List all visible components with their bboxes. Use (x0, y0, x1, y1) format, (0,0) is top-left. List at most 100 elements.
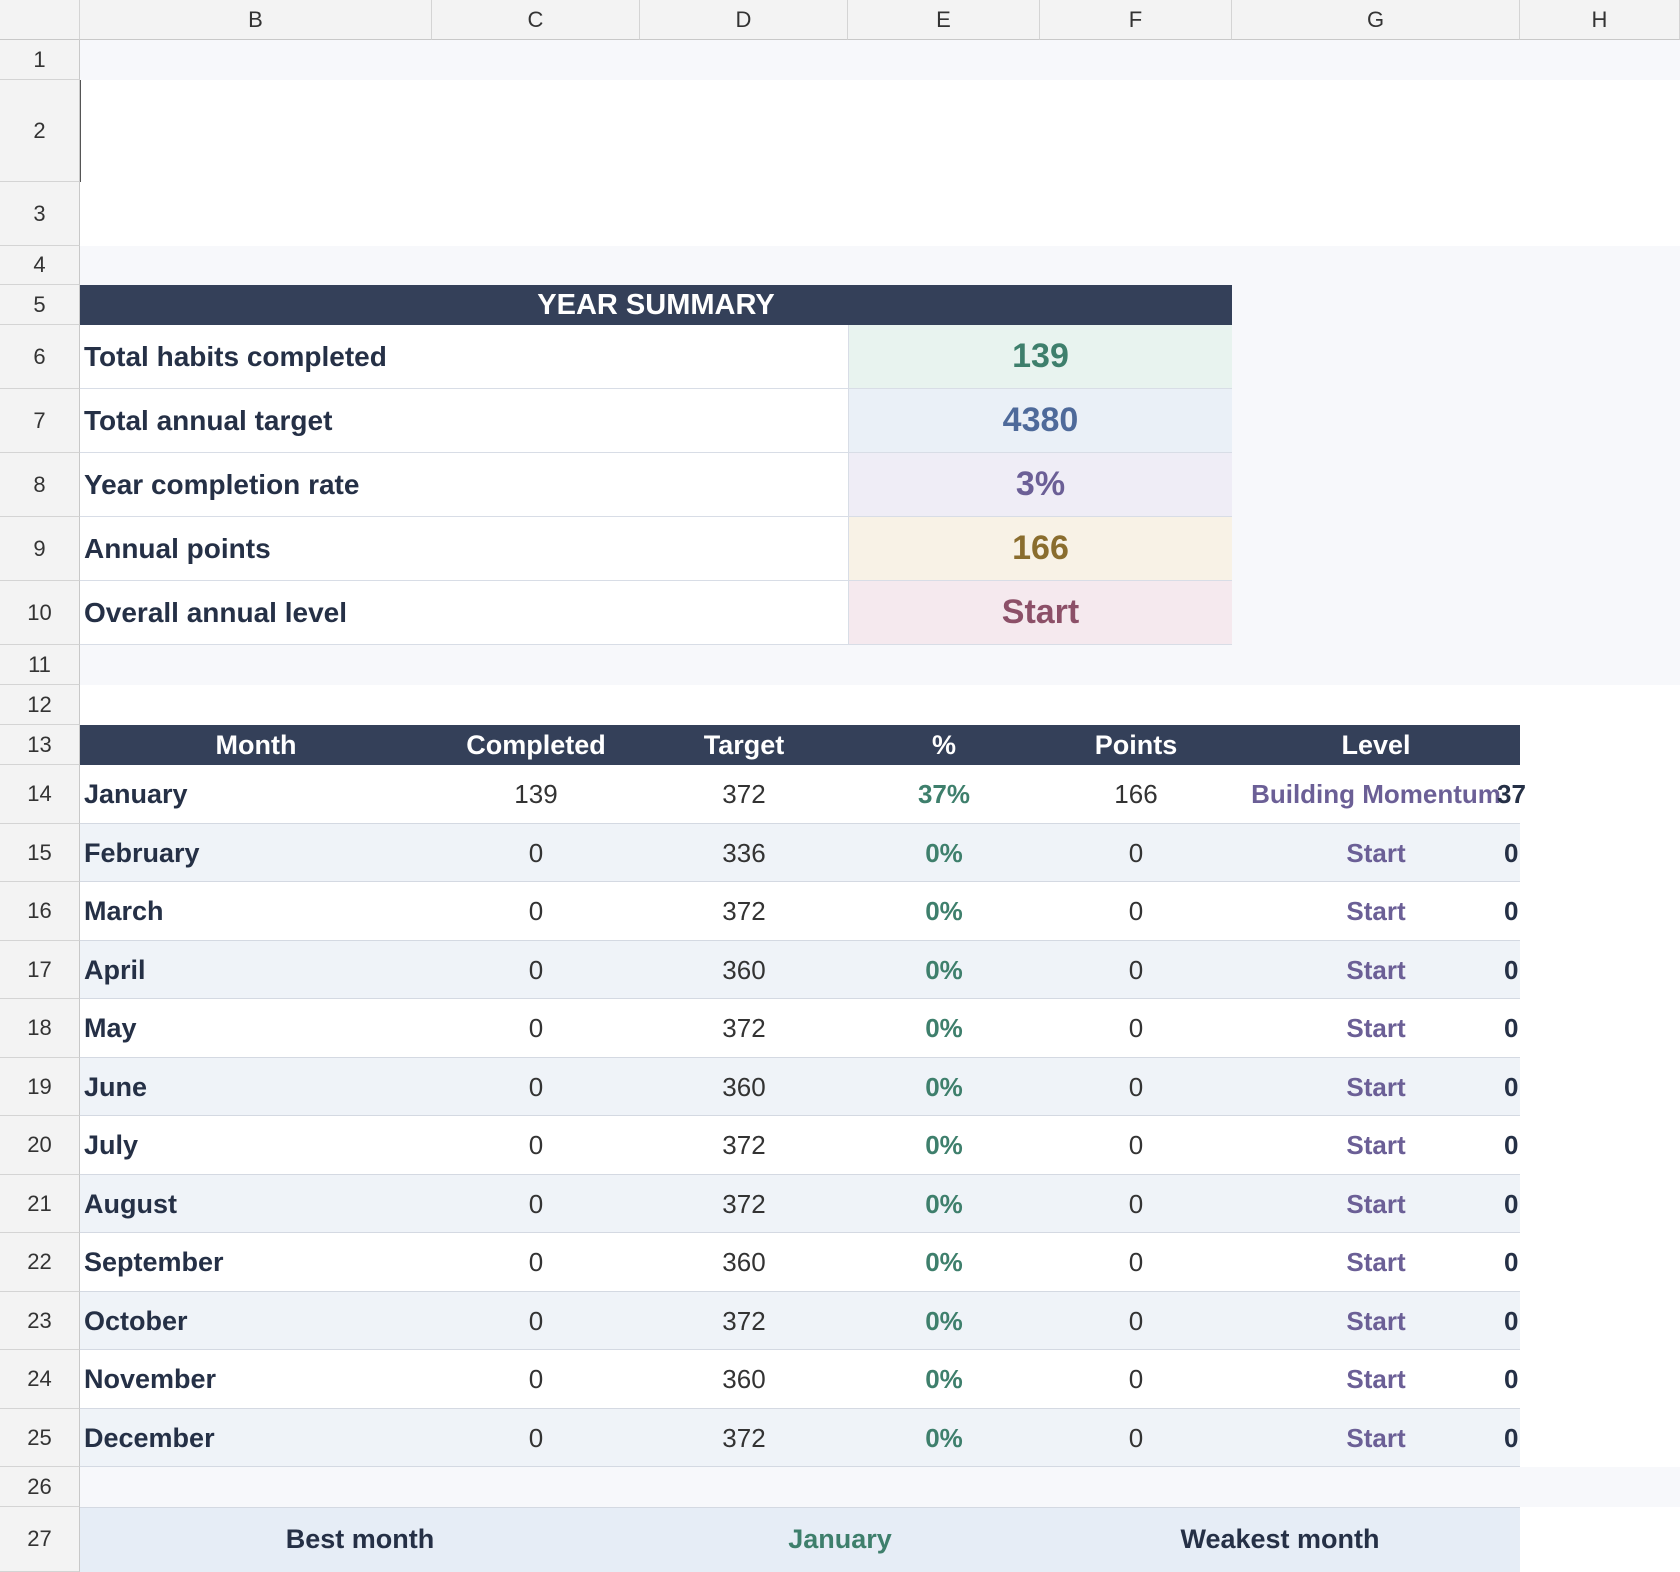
row-header-3[interactable]: 3 (0, 182, 80, 246)
cell-points[interactable]: 0 (1128, 1130, 1144, 1160)
column-header-g[interactable]: G (1232, 0, 1520, 40)
cell-points[interactable]: 0 (1128, 1422, 1144, 1453)
row-header-26[interactable]: 26 (0, 1467, 80, 1507)
header-percent[interactable]: % (931, 729, 956, 760)
cell-h[interactable]: 0 (1504, 837, 1519, 868)
corner-cell[interactable] (0, 0, 80, 40)
cell-h[interactable]: 37 (1497, 779, 1525, 809)
row-header-7[interactable]: 7 (0, 389, 80, 453)
cell-month[interactable]: September (84, 1247, 224, 1277)
row-header-22[interactable]: 22 (0, 1233, 80, 1292)
cell-h[interactable]: 0 (1504, 1130, 1519, 1160)
summary-value-annual-level[interactable]: Start (848, 581, 1232, 645)
cell-points[interactable]: 0 (1128, 954, 1144, 985)
cell-level[interactable]: Building Momentum (1251, 779, 1501, 809)
cell-percent[interactable]: 0% (925, 1247, 963, 1277)
row-header-14[interactable]: 14 (0, 765, 80, 824)
cell-target[interactable]: 360 (722, 1071, 766, 1102)
cell-points[interactable]: 0 (1128, 837, 1144, 868)
header-points[interactable]: Points (1094, 729, 1178, 760)
cell-target[interactable]: 372 (722, 1188, 766, 1219)
cell-completed[interactable]: 0 (528, 1071, 544, 1102)
row-header-15[interactable]: 15 (0, 824, 80, 882)
cell-percent[interactable]: 0% (925, 1130, 963, 1160)
cell-percent[interactable]: 37% (917, 779, 971, 809)
cell-h[interactable]: 0 (1504, 1013, 1519, 1043)
cell-h[interactable]: 0 (1504, 1364, 1519, 1394)
cell-target[interactable]: 360 (722, 954, 766, 985)
column-header-c[interactable]: C (432, 0, 640, 40)
row-header-13[interactable]: 13 (0, 725, 80, 765)
row-header-8[interactable]: 8 (0, 453, 80, 517)
cell-completed[interactable]: 0 (528, 1247, 544, 1277)
row-header-23[interactable]: 23 (0, 1292, 80, 1350)
cell-completed[interactable]: 0 (528, 1364, 544, 1394)
cell-level[interactable]: Start (1346, 1188, 1406, 1219)
cell-target[interactable]: 360 (722, 1364, 766, 1394)
row-header-4[interactable]: 4 (0, 246, 80, 285)
cell-month[interactable]: May (84, 1013, 137, 1043)
row-header-6[interactable]: 6 (0, 325, 80, 389)
cell-percent[interactable]: 0% (925, 954, 963, 985)
cell-month[interactable]: April (84, 954, 146, 985)
column-header-d[interactable]: D (640, 0, 848, 40)
cell-month[interactable]: March (84, 896, 164, 926)
summary-value-total-habits[interactable]: 139 (848, 325, 1232, 389)
summary-label-total-habits[interactable]: Total habits completed (80, 325, 848, 389)
header-completed[interactable]: Completed (466, 729, 606, 760)
cell-h[interactable]: 0 (1504, 1305, 1519, 1336)
cell-month[interactable]: November (84, 1364, 217, 1394)
cell-points[interactable]: 0 (1128, 1247, 1144, 1277)
cell-month[interactable]: October (84, 1305, 188, 1336)
cell-h[interactable]: 0 (1504, 1188, 1519, 1219)
row-header-17[interactable]: 17 (0, 941, 80, 999)
cell-percent[interactable]: 0% (925, 1188, 963, 1219)
cell-level[interactable]: Start (1346, 1013, 1406, 1043)
cell-month[interactable]: June (84, 1071, 148, 1102)
cell-completed[interactable]: 0 (528, 1130, 544, 1160)
cell-points[interactable]: 0 (1128, 1364, 1144, 1394)
cell-completed[interactable]: 0 (528, 1305, 544, 1336)
cell-points[interactable]: 166 (1114, 779, 1158, 809)
row-header-16[interactable]: 16 (0, 882, 80, 941)
cell-completed[interactable]: 0 (528, 837, 544, 868)
cell-completed[interactable]: 0 (528, 896, 544, 926)
summary-value-completion-rate[interactable]: 3% (848, 453, 1232, 517)
best-month-label[interactable]: Best month (285, 1524, 435, 1554)
row-header-27[interactable]: 27 (0, 1507, 80, 1572)
summary-value-annual-target[interactable]: 4380 (848, 389, 1232, 453)
cell-target[interactable]: 372 (722, 779, 766, 809)
row-header-24[interactable]: 24 (0, 1350, 80, 1409)
cell-percent[interactable]: 0% (925, 1422, 963, 1453)
cell-month[interactable]: December (84, 1422, 215, 1453)
row-header-19[interactable]: 19 (0, 1058, 80, 1116)
cell-target[interactable]: 372 (722, 1422, 766, 1453)
summary-label-annual-target[interactable]: Total annual target (80, 389, 848, 453)
cell-month[interactable]: January (84, 779, 188, 809)
column-header-f[interactable]: F (1040, 0, 1232, 40)
cell-level[interactable]: Start (1346, 837, 1406, 868)
summary-value-annual-points[interactable]: 166 (848, 517, 1232, 581)
cell-level[interactable]: Start (1346, 1422, 1406, 1453)
cell-points[interactable]: 0 (1128, 896, 1144, 926)
cell-h[interactable]: 0 (1504, 1422, 1519, 1453)
cell-percent[interactable]: 0% (925, 837, 963, 868)
cell-percent[interactable]: 0% (925, 1071, 963, 1102)
cell-percent[interactable]: 0% (925, 1364, 963, 1394)
cell-completed[interactable]: 0 (528, 1422, 544, 1453)
cell-target[interactable]: 372 (722, 896, 766, 926)
cell-target[interactable]: 336 (722, 837, 766, 868)
column-header-e[interactable]: E (848, 0, 1040, 40)
row-header-25[interactable]: 25 (0, 1409, 80, 1467)
cell-level[interactable]: Start (1346, 896, 1406, 926)
cell-h[interactable]: 0 (1504, 1071, 1519, 1102)
cell-level[interactable]: Start (1346, 954, 1406, 985)
row-header-12[interactable]: 12 (0, 685, 80, 725)
cell-percent[interactable]: 0% (925, 1305, 963, 1336)
cell-points[interactable]: 0 (1128, 1013, 1144, 1043)
cell-level[interactable]: Start (1346, 1130, 1406, 1160)
cell-percent[interactable]: 0% (925, 1013, 963, 1043)
cell-month[interactable]: August (84, 1188, 177, 1219)
row-header-21[interactable]: 21 (0, 1175, 80, 1233)
cell-level[interactable]: Start (1346, 1364, 1406, 1394)
